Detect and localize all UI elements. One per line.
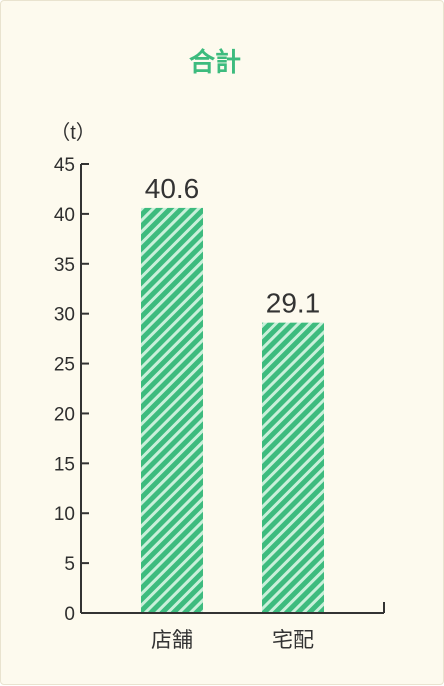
- bar-1: [262, 322, 324, 613]
- bar-value-label: 40.6: [145, 173, 200, 204]
- y-axis-ticks: 0 5 10 15 20 25 30 35 40 45: [54, 155, 89, 625]
- y-tick-label: 20: [54, 404, 75, 425]
- category-label: 店舗: [151, 628, 193, 652]
- y-tick-label: 0: [64, 604, 75, 625]
- y-tick-label: 25: [54, 355, 75, 376]
- y-tick-label: 15: [54, 454, 75, 475]
- bar-0: [141, 207, 203, 613]
- bar-value-label: 29.1: [266, 288, 321, 319]
- bars: [141, 207, 324, 613]
- y-tick-label: 30: [54, 305, 75, 326]
- y-tick-label: 5: [64, 554, 75, 575]
- y-tick-label: 35: [54, 255, 75, 276]
- y-tick-label: 40: [54, 205, 75, 226]
- y-tick-label: 10: [54, 504, 75, 525]
- chart-title: 合計: [189, 47, 241, 78]
- y-tick-label: 45: [54, 155, 75, 176]
- value-labels: 40.6 29.1: [145, 173, 321, 319]
- category-label: 宅配: [272, 628, 314, 652]
- y-axis-unit: （t）: [50, 121, 96, 144]
- category-labels: 店舗 宅配: [151, 628, 314, 652]
